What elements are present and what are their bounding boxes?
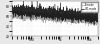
- E-mode: [48, 14, 49, 15]
- E-mode: [86, 17, 88, 18]
- Line: ICE-mode: ICE-mode: [12, 0, 98, 25]
- E-mode: [21, 16, 22, 17]
- E-mode: [20, 9, 22, 10]
- ICE-mode: [21, 12, 22, 13]
- E-mode: [96, 19, 97, 20]
- ICE-mode: [97, 12, 99, 13]
- Line: E-mode: E-mode: [12, 9, 98, 26]
- Legend: E-mode, ICE-mode: E-mode, ICE-mode: [81, 2, 98, 12]
- ICE-mode: [11, 5, 13, 6]
- ICE-mode: [26, 8, 28, 9]
